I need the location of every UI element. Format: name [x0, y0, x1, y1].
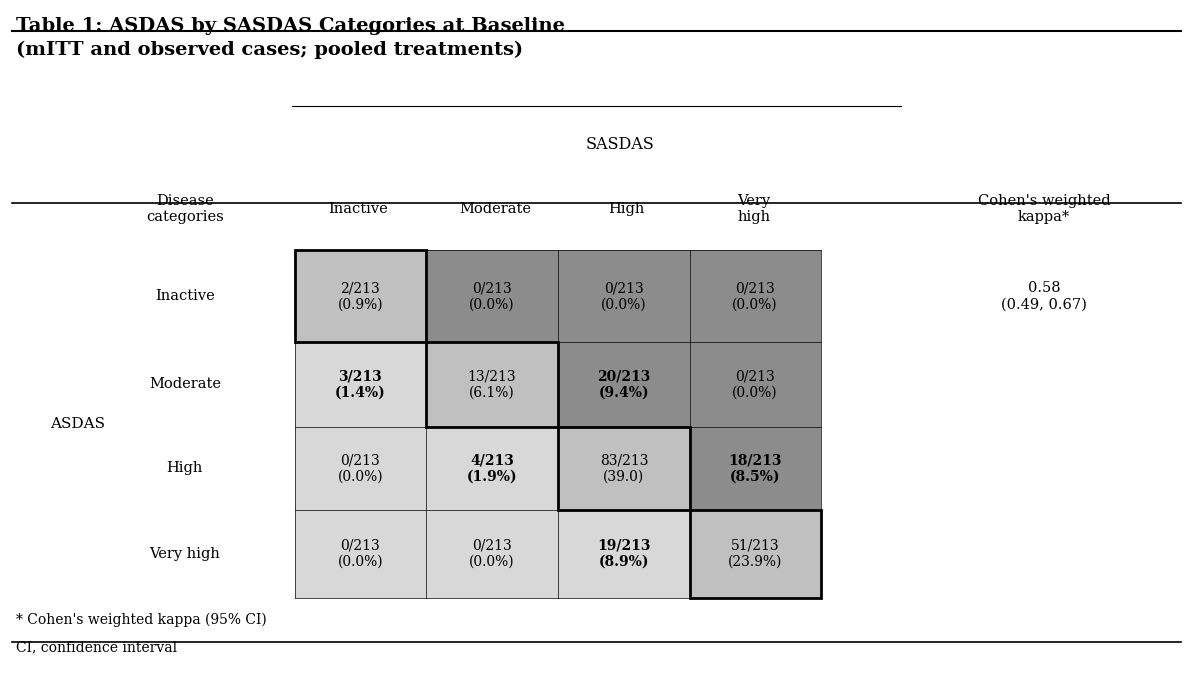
Text: 0/213
(0.0%): 0/213 (0.0%) — [733, 369, 778, 399]
Text: Moderate: Moderate — [459, 202, 531, 215]
Bar — [426, 510, 558, 598]
Bar — [558, 250, 690, 342]
Text: 19/213
(8.9%): 19/213 (8.9%) — [598, 539, 650, 569]
Text: 0/213
(0.0%): 0/213 (0.0%) — [469, 281, 515, 311]
Bar — [558, 427, 690, 510]
Text: Cohen's weighted
kappa*: Cohen's weighted kappa* — [977, 194, 1111, 223]
Text: CI, confidence interval: CI, confidence interval — [16, 641, 177, 655]
Bar — [426, 427, 558, 510]
Text: * Cohen's weighted kappa (95% CI): * Cohen's weighted kappa (95% CI) — [16, 612, 266, 627]
Bar — [426, 342, 558, 427]
Text: SASDAS: SASDAS — [586, 136, 655, 153]
Text: 18/213
(8.5%): 18/213 (8.5%) — [729, 454, 781, 483]
Bar — [295, 250, 426, 342]
Text: Very high: Very high — [149, 547, 221, 561]
Text: High: High — [167, 462, 203, 475]
Text: 2/213
(0.9%): 2/213 (0.9%) — [338, 281, 383, 311]
Text: 0/213
(0.0%): 0/213 (0.0%) — [601, 281, 647, 311]
Bar — [426, 250, 558, 342]
Text: 51/213
(23.9%): 51/213 (23.9%) — [728, 539, 783, 569]
Text: Very
high: Very high — [737, 194, 771, 223]
Bar — [690, 427, 821, 510]
Text: Inactive: Inactive — [328, 202, 388, 215]
Bar — [426, 342, 558, 427]
Text: Moderate: Moderate — [149, 378, 221, 391]
Bar — [690, 250, 821, 342]
Text: 0/213
(0.0%): 0/213 (0.0%) — [733, 281, 778, 311]
Bar — [558, 427, 690, 510]
Text: 0.58
(0.49, 0.67): 0.58 (0.49, 0.67) — [1001, 281, 1087, 311]
Text: 4/213
(1.9%): 4/213 (1.9%) — [466, 454, 518, 483]
Text: Disease
categories: Disease categories — [146, 194, 224, 223]
Bar — [690, 510, 821, 598]
Text: 0/213
(0.0%): 0/213 (0.0%) — [338, 454, 383, 483]
Text: 13/213
(6.1%): 13/213 (6.1%) — [468, 369, 517, 399]
Bar — [295, 427, 426, 510]
Bar — [558, 342, 690, 427]
Bar — [690, 510, 821, 598]
Text: 20/213
(9.4%): 20/213 (9.4%) — [598, 369, 650, 399]
Text: 3/213
(1.4%): 3/213 (1.4%) — [335, 369, 385, 399]
Text: ASDAS: ASDAS — [50, 417, 105, 431]
Text: High: High — [608, 202, 644, 215]
Text: Inactive: Inactive — [155, 289, 215, 303]
Bar — [558, 510, 690, 598]
Text: 83/213
(39.0): 83/213 (39.0) — [600, 454, 648, 483]
Text: 0/213
(0.0%): 0/213 (0.0%) — [469, 539, 515, 569]
Bar — [690, 342, 821, 427]
Text: 0/213
(0.0%): 0/213 (0.0%) — [338, 539, 383, 569]
Bar — [295, 250, 426, 342]
Text: Table 1: ASDAS by SASDAS Categories at Baseline
(mITT and observed cases; pooled: Table 1: ASDAS by SASDAS Categories at B… — [16, 17, 564, 59]
Bar — [295, 510, 426, 598]
Bar — [295, 342, 426, 427]
